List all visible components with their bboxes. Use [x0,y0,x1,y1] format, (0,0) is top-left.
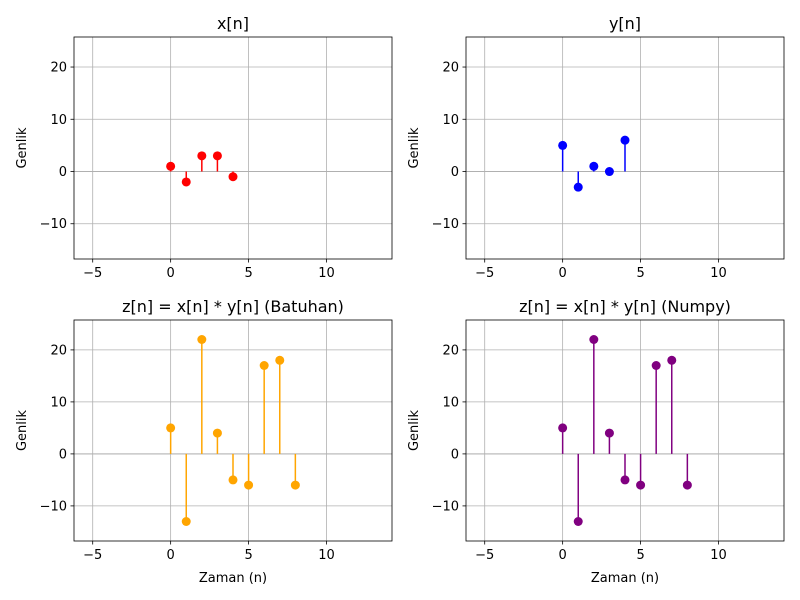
x-tick-label: −5 [475,548,494,563]
y-tick-label: 0 [59,447,67,462]
x-axis-label: Zaman (n) [199,571,267,586]
subplot-title: y[n] [609,14,641,33]
y-tick-label: 0 [451,165,459,180]
y-axis-label: Genlik [15,127,30,169]
x-tick-label: −5 [83,548,102,563]
y-tick-label: 10 [50,395,67,410]
stem-marker [244,480,254,490]
subplot-title: x[n] [217,14,249,33]
axes-frame [73,36,393,260]
stem-marker [181,517,191,526]
x-axis-label: Zaman (n) [591,571,659,586]
stem-marker [212,428,222,438]
axes-frame [465,319,785,542]
y-tick-label: −10 [432,499,459,514]
x-tick-label: −5 [83,266,102,281]
y-axis-label: Genlik [407,410,422,452]
subplot-3: −5 0 5 10 −10 0 10 20 z[n] = x[n] * y[n] (Batuha… [15,297,393,586]
stem-marker [228,172,238,182]
stem-marker [228,475,238,485]
stem-marker [558,140,568,150]
x-tick-label: 0 [167,266,175,281]
x-tick-label: 0 [559,548,567,563]
y-tick-label: −10 [40,217,67,232]
stem-marker [620,135,630,145]
subplot-title: z[n] = x[n] * y[n] (Numpy) [519,297,731,316]
stem-marker [682,480,692,490]
stem-marker [212,151,222,161]
x-tick-label: 10 [710,266,727,281]
subplot-2: −5 0 5 10 −10 0 10 20 y[n] Genlik [407,14,785,281]
y-tick-label: −10 [432,217,459,232]
stem-marker [589,161,599,171]
stem-marker [181,177,191,187]
stem-marker [573,517,583,526]
y-tick-label: 10 [50,113,67,128]
stem-marker [275,355,285,365]
y-tick-label: 10 [442,395,459,410]
x-tick-label: −5 [475,266,494,281]
x-tick-label: 0 [167,548,175,563]
stem-marker [197,335,207,344]
y-tick-label: −10 [40,499,67,514]
y-tick-label: 20 [442,343,459,358]
stem-marker [290,480,300,490]
x-tick-label: 5 [244,266,252,281]
subplot-1: −5 0 5 10 −10 0 10 20 x[n] Genlik [15,14,393,281]
stem-marker [166,161,176,171]
y-tick-label: 10 [442,113,459,128]
y-axis-label: Genlik [407,127,422,169]
stem-marker [166,423,176,433]
y-tick-label: 0 [451,447,459,462]
stem-marker [667,355,677,365]
x-tick-label: 5 [244,548,252,563]
stem-marker [604,428,614,438]
axes-frame [465,36,785,260]
y-tick-label: 20 [50,61,67,76]
stem-marker [636,480,646,490]
stem-marker [558,423,568,433]
stem-marker [651,361,661,370]
x-tick-label: 10 [710,548,727,563]
x-tick-label: 5 [636,266,644,281]
x-tick-label: 10 [318,548,335,563]
stem-marker [259,361,269,370]
y-axis-label: Genlik [15,410,30,452]
y-tick-label: 20 [442,61,459,76]
stem-marker [197,151,207,161]
subplot-title: z[n] = x[n] * y[n] (Batuhan) [122,297,344,316]
x-tick-label: 5 [636,548,644,563]
stem-marker [589,335,599,344]
x-tick-label: 10 [318,266,335,281]
y-tick-label: 0 [59,165,67,180]
axes-frame [73,319,393,542]
stem-marker [573,182,583,192]
stem-marker [604,167,614,177]
subplot-4: −5 0 5 10 −10 0 10 20 z[n] = x[n] * y[n] (Numpy)… [407,297,785,586]
y-tick-label: 20 [50,343,67,358]
stem-marker [620,475,630,485]
x-tick-label: 0 [559,266,567,281]
